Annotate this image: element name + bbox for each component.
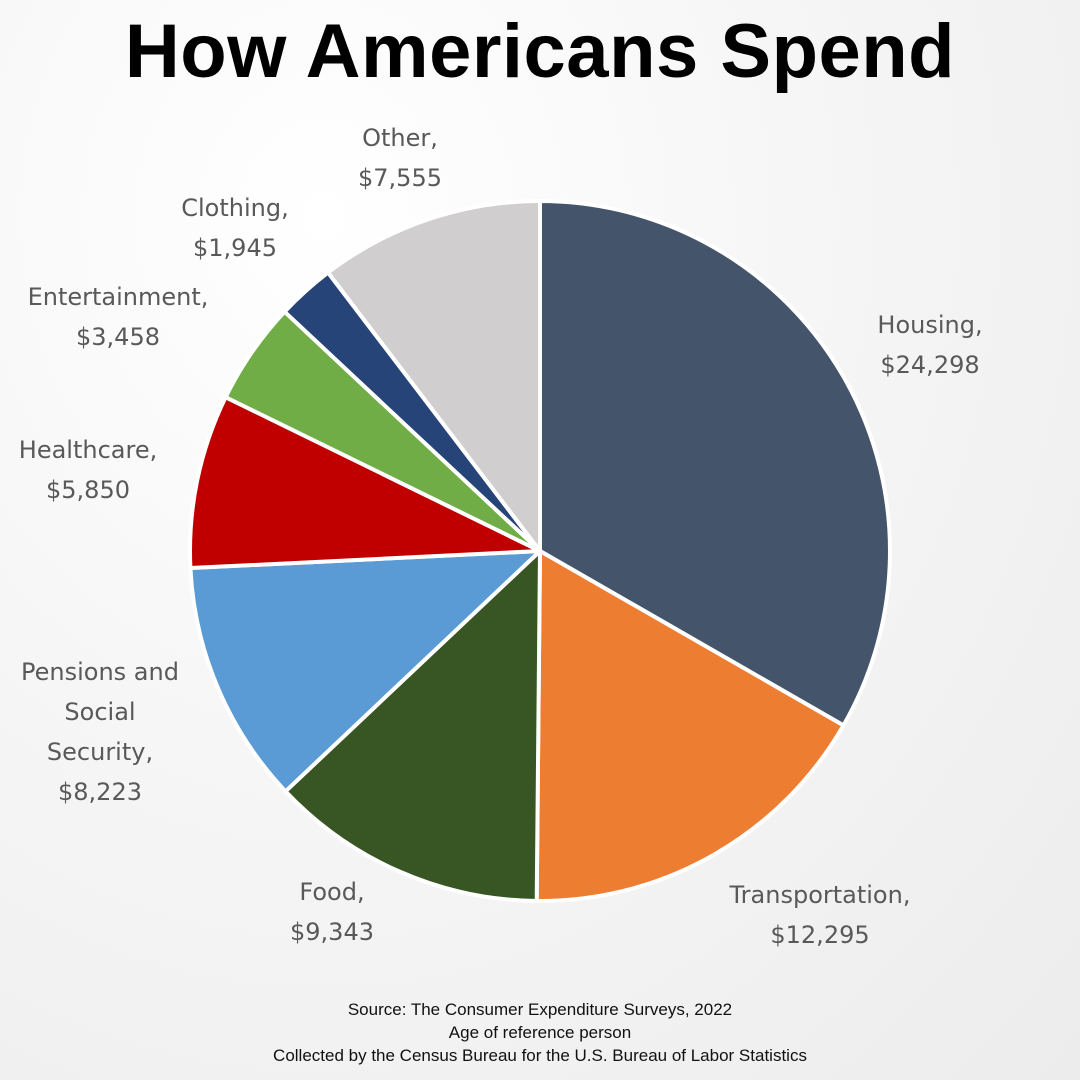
slice-label: Housing, $24,298 bbox=[877, 311, 982, 379]
slice-label-line: Entertainment, bbox=[28, 283, 209, 311]
source-note: Source: The Consumer Expenditure Surveys… bbox=[0, 998, 1080, 1067]
slice-label-line: $7,555 bbox=[358, 164, 442, 192]
slice-label-line: Security, bbox=[47, 738, 153, 766]
slice-label: Other, $7,555 bbox=[358, 124, 442, 192]
slice-label-line: Pensions and bbox=[21, 658, 179, 686]
slice-label: Healthcare, $5,850 bbox=[19, 436, 157, 504]
slice-label: Entertainment, $3,458 bbox=[28, 283, 209, 351]
pie-slice bbox=[188, 549, 542, 794]
slice-label-line: $24,298 bbox=[880, 351, 979, 379]
slice-label-line: Housing, bbox=[877, 311, 982, 339]
source-line-1: Source: The Consumer Expenditure Surveys… bbox=[347, 1000, 733, 1019]
slice-label-line: $8,223 bbox=[58, 778, 142, 806]
pie-slice bbox=[538, 199, 892, 728]
pie-slice bbox=[534, 549, 846, 903]
chart-title: How Americans Spend bbox=[124, 9, 956, 94]
slice-label: Food, $9,343 bbox=[290, 878, 374, 946]
source-line-3: Collected by the Census Bureau for the U… bbox=[273, 1046, 807, 1065]
slice-label-line: Clothing, bbox=[181, 194, 288, 222]
slice-label: Pensions and Social Security, $8,223 bbox=[21, 658, 179, 806]
slice-label-line: Food, bbox=[299, 878, 364, 906]
slice-label: Clothing, $1,945 bbox=[181, 194, 288, 262]
slice-label-line: $9,343 bbox=[290, 918, 374, 946]
slice-label-line: Transportation, bbox=[729, 881, 911, 909]
slice-label-line: Healthcare, bbox=[19, 436, 157, 464]
slice-label-line: $12,295 bbox=[770, 921, 869, 949]
pie-slice bbox=[326, 199, 542, 553]
slice-label-line: $5,850 bbox=[46, 476, 130, 504]
slice-label-line: $3,458 bbox=[76, 323, 160, 351]
slice-label-line: Other, bbox=[362, 124, 438, 152]
slice-label-line: Social bbox=[64, 698, 135, 726]
slice-label: Transportation, $12,295 bbox=[729, 881, 911, 949]
pie-slice bbox=[188, 395, 542, 571]
source-line-2: Age of reference person bbox=[448, 1023, 632, 1042]
slice-label-line: $1,945 bbox=[193, 234, 277, 262]
pie-slice bbox=[283, 549, 542, 903]
